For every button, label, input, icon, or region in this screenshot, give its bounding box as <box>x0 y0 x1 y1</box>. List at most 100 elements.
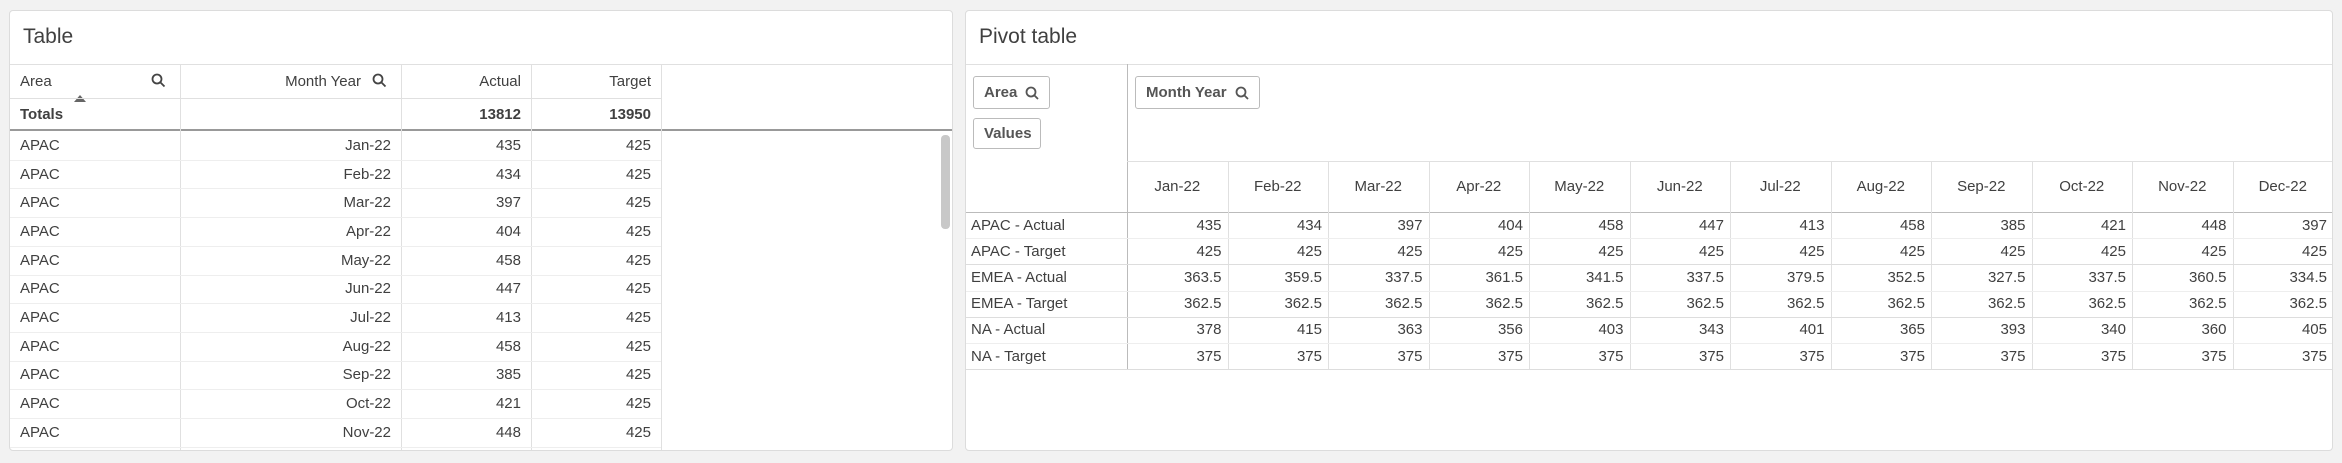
pivot-cell: 362.5 <box>1987 295 2026 313</box>
pivot-cell: 375 <box>1196 347 1222 365</box>
pivot-cell: 343 <box>1698 321 1724 339</box>
pivot-cell: 375 <box>2100 347 2126 365</box>
pivot-cell: 448 <box>2201 216 2227 234</box>
pivot-cell: 425 <box>1698 242 1724 260</box>
column-header: Nov-22 <box>2158 178 2207 195</box>
table-cell: Aug-22 <box>342 337 391 355</box>
column-divider <box>401 64 402 450</box>
search-icon[interactable] <box>151 73 166 88</box>
pivot-cell: 362.5 <box>1686 295 1724 313</box>
pivot-cell: 362.5 <box>1384 295 1423 313</box>
row-divider <box>10 188 661 190</box>
row-header: NA - Actual <box>971 321 1046 339</box>
table-cell: 404 <box>495 222 521 240</box>
table-cell: APAC <box>20 251 60 269</box>
pivot-cell: 413 <box>1799 216 1825 234</box>
table-cell: 413 <box>495 309 521 327</box>
pivot-cell: 404 <box>1497 216 1523 234</box>
table-cell: May-22 <box>340 251 391 269</box>
pivot-cell: 405 <box>2301 321 2327 339</box>
pivot-cell: 415 <box>1296 321 1322 339</box>
header-bottom <box>966 212 2332 213</box>
pivot-cell: 425 <box>2201 242 2227 260</box>
pivot-cell: 340 <box>2100 321 2126 339</box>
pivot-cell: 375 <box>1899 347 1925 365</box>
column-header: Jul-22 <box>1759 178 1801 195</box>
column-header: Dec-22 <box>2258 178 2307 195</box>
table-cell: APAC <box>20 280 60 298</box>
row-divider <box>10 303 661 305</box>
dimension-button[interactable]: Month Year <box>1135 76 1260 109</box>
table-cell: 425 <box>625 194 651 212</box>
table-cell: 447 <box>495 280 521 298</box>
pivot-cell: 362.5 <box>1786 295 1825 313</box>
column-header: Month Year <box>285 72 361 90</box>
row-header: EMEA - Actual <box>971 268 1067 286</box>
row-divider <box>10 360 661 362</box>
pivot-cell: 362.5 <box>1183 295 1222 313</box>
column-header: Aug-22 <box>1856 178 1905 195</box>
pivot-cell: 375 <box>1296 347 1322 365</box>
pivot-cell: 375 <box>1698 347 1724 365</box>
pivot-cell: 341.5 <box>1585 268 1624 286</box>
column-header: May-22 <box>1554 178 1605 195</box>
button-label: Values <box>984 125 1032 142</box>
table-cell: APAC <box>20 165 60 183</box>
pivot-cell: 397 <box>1397 216 1423 234</box>
pivot-cell: 425 <box>1497 242 1523 260</box>
table-cell: 425 <box>625 222 651 240</box>
pivot-cell: 375 <box>1799 347 1825 365</box>
pivot-cell: 327.5 <box>1987 268 2026 286</box>
pivot-cell: 425 <box>1899 242 1925 260</box>
row-divider <box>10 217 661 219</box>
pivot-cell: 447 <box>1698 216 1724 234</box>
pivot-cell: 375 <box>1397 347 1423 365</box>
pivot-cell: 425 <box>1799 242 1825 260</box>
table-cell: 385 <box>495 366 521 384</box>
row-divider <box>966 316 2332 318</box>
table-cell: 425 <box>625 136 651 154</box>
totals-cell: 13812 <box>479 106 521 123</box>
table-cell: 425 <box>625 165 651 183</box>
search-icon <box>1235 86 1249 100</box>
pivot-cell: 425 <box>2000 242 2026 260</box>
pivot-cell: 425 <box>1397 242 1423 260</box>
pivot-cell: 425 <box>2100 242 2126 260</box>
table-cell: APAC <box>20 337 60 355</box>
search-icon[interactable] <box>372 73 387 88</box>
header-divider <box>966 64 2332 65</box>
table-cell: 434 <box>495 165 521 183</box>
column-header: Mar-22 <box>1354 178 1402 195</box>
table-cell: APAC <box>20 423 60 441</box>
pivot-cell: 362.5 <box>1887 295 1925 313</box>
pivot-cell: 393 <box>2000 321 2026 339</box>
button-label: Area <box>984 84 1018 101</box>
pivot-cell: 362.5 <box>1284 295 1322 313</box>
pivot-cell: 378 <box>1196 321 1222 339</box>
column-header: Jan-22 <box>1154 178 1201 195</box>
pivot-cell: 375 <box>2301 347 2327 365</box>
column-header: Sep-22 <box>1957 178 2006 195</box>
pivot-cell: 365 <box>1899 321 1925 339</box>
pivot-cell: 375 <box>1497 347 1523 365</box>
pivot-cell: 375 <box>2000 347 2026 365</box>
pivot-cell: 425 <box>1598 242 1624 260</box>
totals-cell: 13950 <box>609 106 651 123</box>
row-divider <box>10 245 661 247</box>
column-header: Apr-22 <box>1456 178 1502 195</box>
pivot-cell: 435 <box>1196 216 1222 234</box>
scrollbar[interactable] <box>941 135 950 229</box>
dimension-button[interactable]: Area <box>973 76 1050 109</box>
values-button[interactable]: Values <box>973 118 1041 149</box>
pivot-cell: 337.5 <box>1384 268 1423 286</box>
pivot-cell: 334.5 <box>2289 268 2327 286</box>
table-panel: Table Area Month Year Actual Target Totals 13… <box>9 10 953 451</box>
row-header: NA - Target <box>971 347 1046 365</box>
table-cell: APAC <box>20 395 60 413</box>
table-cell: 425 <box>625 280 651 298</box>
row-divider <box>966 264 2332 266</box>
header-divider <box>10 98 661 99</box>
table-cell: APAC <box>20 136 60 154</box>
table-cell: Jan-22 <box>345 136 391 154</box>
table-cell: Feb-22 <box>343 165 391 183</box>
